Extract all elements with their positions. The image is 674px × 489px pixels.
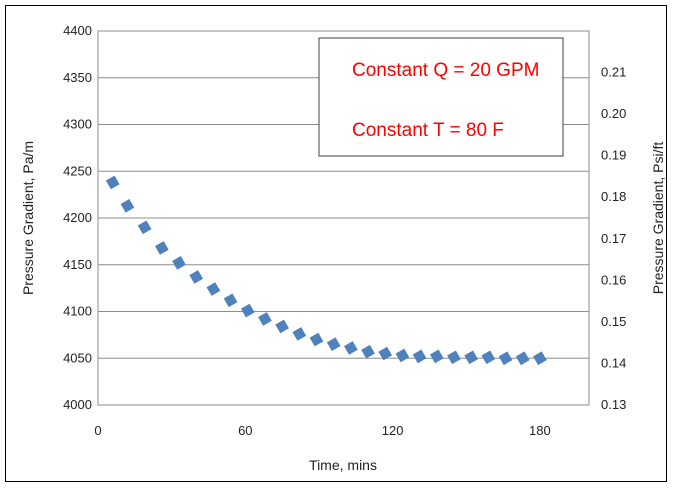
data-point: [172, 256, 186, 270]
x-axis-ticks: 0 60 120 180: [94, 423, 550, 438]
y2-axis-label: Pressure Gradient, Psi/ft: [650, 142, 666, 295]
y-tick-label: 4350: [63, 70, 92, 85]
data-point: [189, 270, 204, 284]
data-point: [223, 293, 238, 308]
data-point: [447, 350, 461, 365]
y2-tick-label: 0.17: [601, 231, 626, 246]
data-point: [429, 349, 444, 364]
y-tick-label: 4300: [63, 117, 92, 132]
annotation-temperature: Constant T = 80 F: [352, 120, 504, 141]
data-point: [412, 349, 427, 364]
x-tick-label: 180: [529, 423, 551, 438]
data-point: [515, 351, 530, 366]
data-point: [378, 346, 393, 361]
x-tick-label: 120: [382, 423, 404, 438]
data-point: [361, 344, 375, 359]
annotation-flow: Constant Q = 20 GPM: [352, 60, 539, 81]
data-point: [533, 351, 547, 366]
x-axis-label: Time, mins: [309, 457, 377, 473]
data-point: [275, 319, 289, 334]
plot-area: [97, 30, 590, 406]
y-tick-label: 4100: [63, 304, 92, 319]
x-tick-label: 0: [94, 423, 101, 438]
y-tick-label: 4200: [63, 210, 92, 225]
data-point: [240, 303, 255, 318]
data-point: [309, 332, 324, 347]
y2-tick-label: 0.13: [601, 397, 626, 412]
left-axis-ticks: 4000 4050 4100 4150 4200 4250 4300 4350 4400: [63, 23, 92, 412]
data-point: [120, 199, 135, 213]
y-tick-label: 4250: [63, 163, 92, 178]
data-point: [105, 175, 120, 190]
data-series: [105, 175, 547, 366]
y-tick-label: 4400: [63, 23, 92, 38]
data-point: [154, 241, 169, 255]
data-point: [498, 351, 513, 366]
data-point: [326, 337, 341, 352]
data-point: [395, 348, 410, 363]
y2-tick-label: 0.19: [601, 148, 626, 163]
y2-tick-label: 0.14: [601, 355, 626, 370]
right-axis-ticks: 0.13 0.14 0.15 0.16 0.17 0.18 0.19 0.20 0.21: [601, 65, 626, 412]
y2-tick-label: 0.18: [601, 189, 626, 204]
data-point: [206, 282, 221, 296]
y-tick-label: 4150: [63, 257, 92, 272]
data-point: [464, 350, 478, 365]
data-point: [481, 350, 496, 365]
x-tick-label: 60: [238, 423, 252, 438]
data-point: [137, 220, 152, 235]
annotation-box: Constant Q = 20 GPM Constant T = 80 F: [318, 37, 564, 157]
y2-tick-label: 0.15: [601, 314, 626, 329]
y-tick-label: 4000: [63, 397, 92, 412]
data-point: [258, 312, 272, 326]
y-tick-label: 4050: [63, 350, 92, 365]
y2-tick-label: 0.16: [601, 272, 626, 287]
data-point: [292, 327, 307, 341]
data-point: [344, 341, 358, 355]
y-axis-label: Pressure Gradient, Pa/m: [20, 141, 36, 295]
y2-tick-label: 0.20: [601, 106, 626, 121]
y2-tick-label: 0.21: [601, 65, 626, 80]
